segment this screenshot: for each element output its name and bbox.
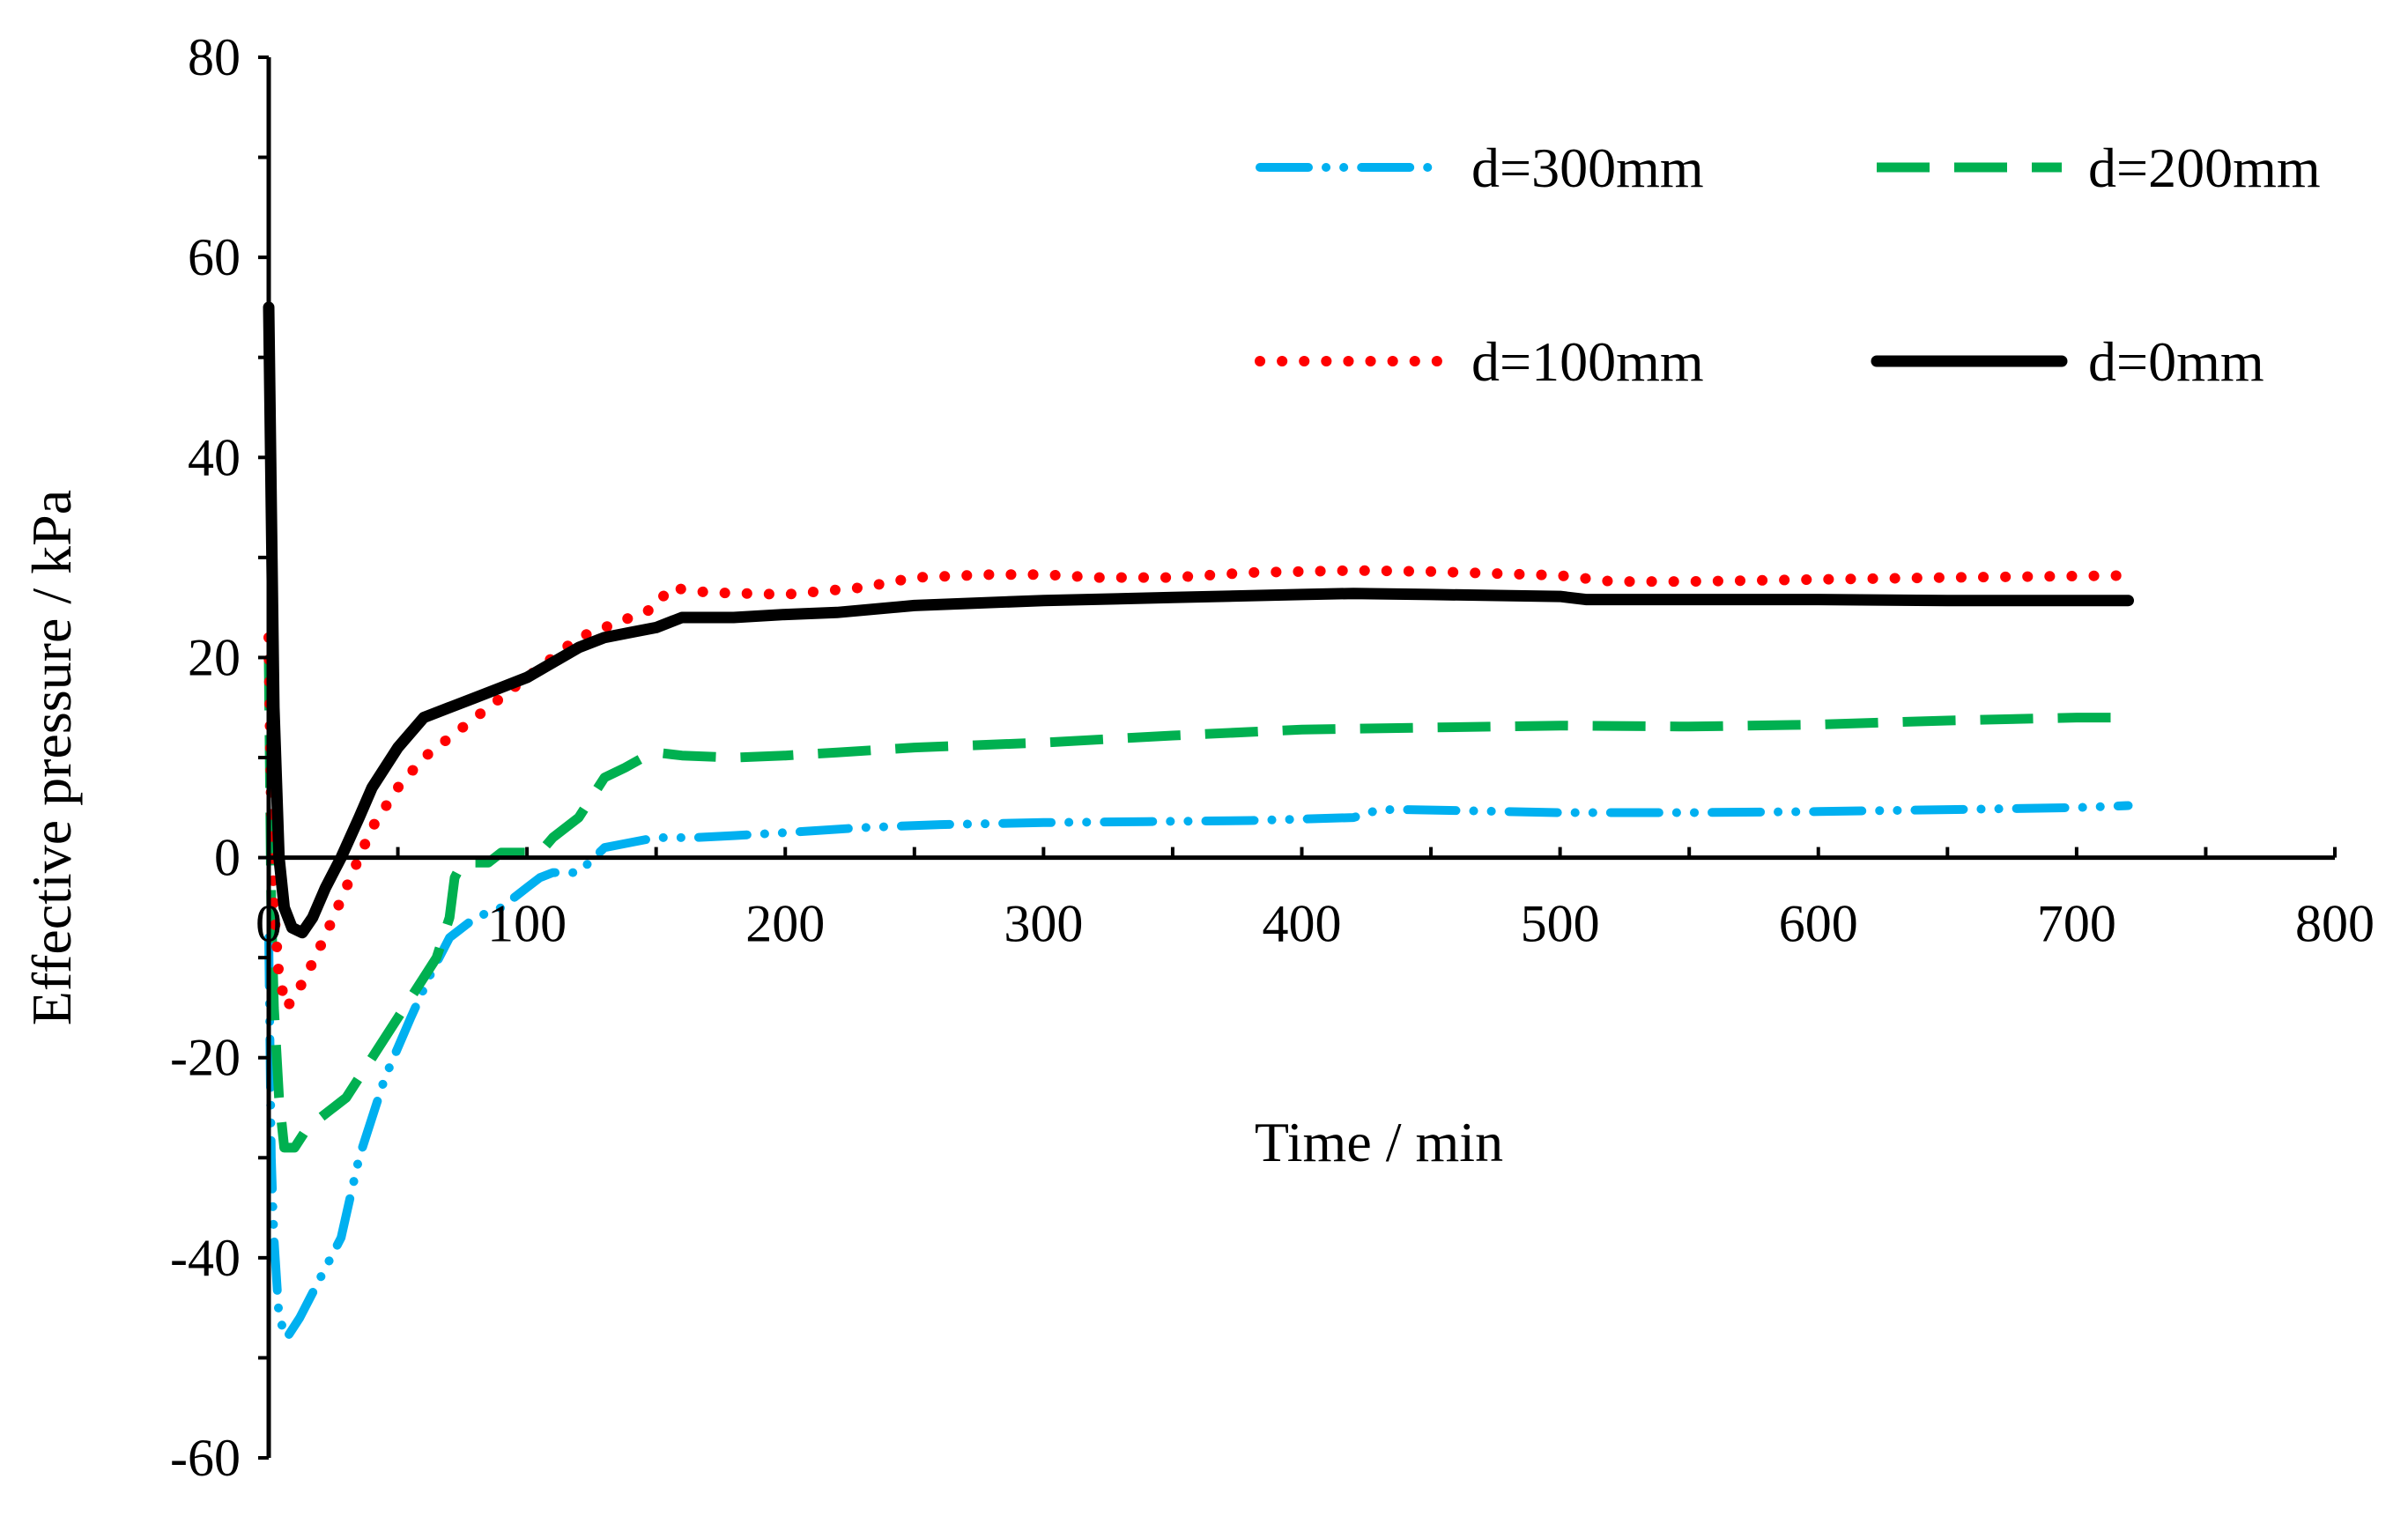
legend: d=300mm d=200mm d=100mm d=0mm <box>1255 137 2321 393</box>
y-tick-label: 20 <box>188 628 241 686</box>
series-line-d-0mm <box>263 301 2134 939</box>
series-line-d-100mm <box>263 565 2134 1013</box>
y-tick-label: 80 <box>188 28 241 86</box>
series-layer <box>263 301 2134 1342</box>
y-tick-label: 60 <box>188 228 241 286</box>
x-tick-label: 700 <box>2037 895 2116 953</box>
y-tick-label: -40 <box>170 1229 241 1287</box>
y-ticks <box>258 55 269 1460</box>
y-tick-label: 0 <box>214 829 241 887</box>
x-tick-label: 200 <box>745 895 825 953</box>
y-axis-title: Effective pressure / kPa <box>20 490 83 1025</box>
x-tick-label: 400 <box>1263 895 1342 953</box>
x-tick-labels: 0 100 200 300 400 500 600 700 800 <box>256 895 2375 953</box>
series-line-d-300mm <box>264 801 2133 1342</box>
legend-label: d=300mm <box>1471 137 1704 199</box>
x-ticks <box>267 847 2337 858</box>
y-tick-label: -20 <box>170 1029 241 1087</box>
y-tick-label: 40 <box>188 428 241 486</box>
x-tick-label: 800 <box>2295 895 2375 953</box>
x-tick-label: 600 <box>1779 895 1858 953</box>
legend-label: d=0mm <box>2088 330 2264 393</box>
x-tick-label: 0 <box>256 895 282 953</box>
y-tick-labels: 80 60 40 20 0 -20 -40 -60 <box>170 28 241 1487</box>
x-tick-label: 100 <box>487 895 567 953</box>
series-line-d-200mm <box>263 657 2129 1153</box>
legend-label: d=200mm <box>2088 137 2321 199</box>
x-axis-title: Time / min <box>1255 1111 1503 1173</box>
x-tick-label: 300 <box>1004 895 1083 953</box>
y-tick-label: -60 <box>170 1429 241 1487</box>
legend-label: d=100mm <box>1471 330 1704 393</box>
x-tick-label: 500 <box>1521 895 1600 953</box>
